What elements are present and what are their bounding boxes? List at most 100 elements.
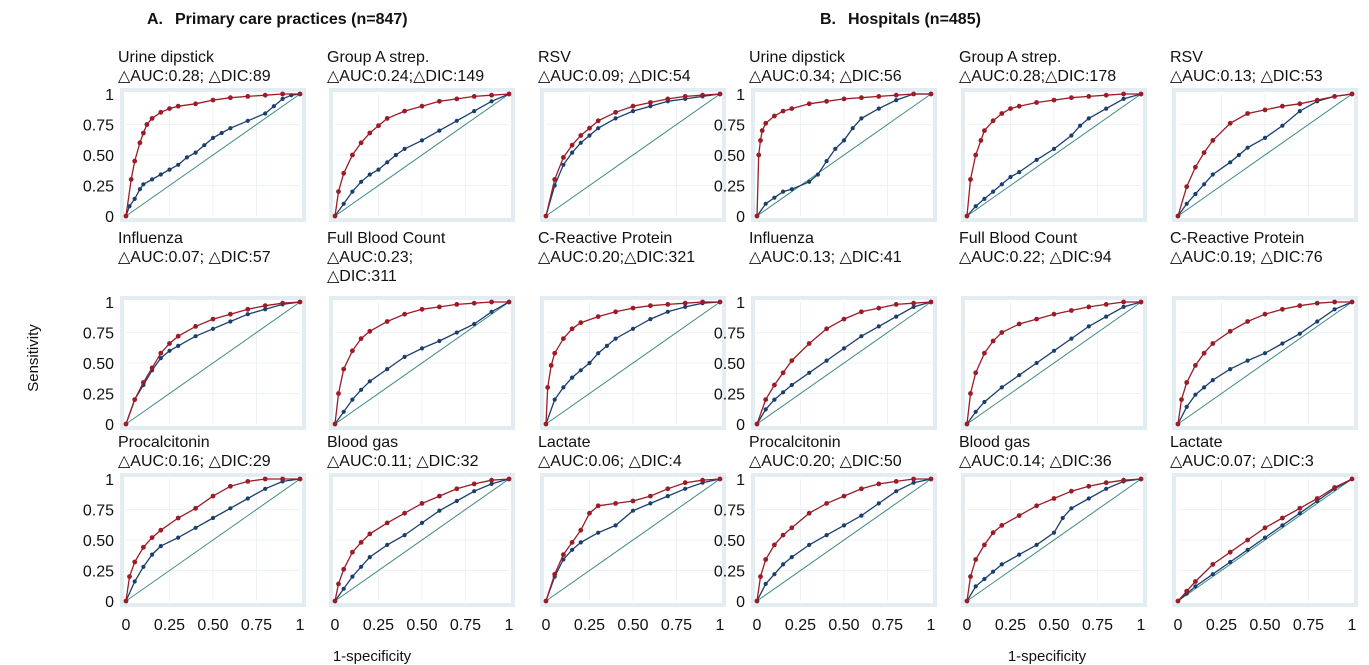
roc-point: [1121, 91, 1126, 97]
roc-point: [1086, 116, 1091, 121]
roc-point: [1201, 350, 1207, 356]
roc-point: [506, 299, 512, 305]
roc-point: [545, 385, 551, 390]
panel-title: Blood gas: [959, 434, 1030, 451]
roc-point: [648, 493, 653, 499]
roc-point: [780, 108, 786, 114]
panel-subtitle: △AUC:0.11; △DIC:32: [327, 453, 479, 470]
roc-point: [1034, 100, 1039, 105]
roc-point: [175, 515, 181, 521]
roc-point: [841, 493, 847, 499]
roc-point: [202, 143, 207, 148]
roc-point: [859, 95, 864, 101]
roc-point: [1051, 496, 1057, 501]
roc-point: [789, 358, 795, 363]
roc-point: [1179, 397, 1184, 402]
roc-point: [973, 409, 978, 414]
roc-point: [1227, 120, 1233, 126]
roc-point: [149, 365, 155, 371]
x-tick-label: 0.75: [661, 617, 692, 634]
roc-point: [471, 481, 477, 487]
roc-point: [359, 387, 364, 392]
panel-subtitle: △AUC:0.09; △DIC:54: [538, 68, 691, 85]
roc-point: [991, 569, 996, 574]
roc-point: [561, 162, 566, 167]
roc-point: [543, 213, 549, 219]
roc-point: [332, 213, 338, 219]
roc-point: [911, 300, 916, 306]
roc-point: [1103, 302, 1109, 307]
reference-diagonal: [756, 478, 932, 602]
reference-diagonal: [756, 93, 932, 217]
roc-point: [1016, 321, 1022, 327]
roc-point: [1280, 306, 1285, 312]
roc-point: [552, 177, 558, 182]
roc-point: [1245, 319, 1250, 324]
roc-point: [1210, 378, 1215, 383]
roc-point: [193, 324, 199, 329]
roc-point: [973, 370, 979, 376]
y-tick-label: 1: [736, 295, 745, 312]
section-b-title: Hospitals (n=485): [848, 11, 981, 28]
roc-point: [841, 96, 847, 102]
roc-point: [385, 367, 390, 372]
panel-title: Urine dipstick: [118, 49, 215, 66]
roc-point: [158, 350, 164, 356]
roc-point: [262, 303, 268, 309]
roc-point: [1034, 503, 1039, 509]
panel-subtitle: △AUC:0.07; △DIC:3: [1170, 453, 1314, 470]
roc-point: [754, 598, 760, 604]
y-tick-label: 0.75: [83, 118, 114, 135]
panel-title: RSV: [538, 49, 571, 66]
roc-point: [1297, 511, 1302, 516]
roc-point: [648, 303, 653, 309]
roc-point: [1104, 106, 1109, 111]
roc-point: [376, 167, 381, 172]
roc-point: [807, 179, 812, 184]
roc-point: [336, 189, 341, 195]
y-tick-label: 0.25: [714, 564, 745, 581]
roc-point: [489, 309, 494, 314]
roc-panel: Full Blood Count △AUC:0.23; △DIC:311: [327, 230, 515, 430]
roc-point: [578, 540, 583, 545]
x-tick-label: 1: [927, 617, 936, 634]
roc-curve: [334, 478, 510, 602]
y-tick-label: 0.25: [714, 179, 745, 196]
roc-point: [158, 172, 163, 177]
roc-point: [1086, 304, 1092, 310]
roc-point: [193, 101, 199, 107]
roc-point: [999, 330, 1005, 335]
roc-point: [772, 572, 777, 577]
roc-point: [552, 571, 558, 577]
x-tick-label: 0.50: [406, 617, 437, 634]
roc-point: [402, 533, 407, 538]
roc-curve: [545, 93, 721, 217]
roc-point: [763, 397, 769, 402]
roc-point: [894, 98, 899, 103]
roc-point: [561, 155, 566, 160]
roc-point: [280, 96, 285, 101]
roc-point: [648, 501, 653, 506]
x-tick-label: 0: [1174, 617, 1183, 634]
y-tick-label: 0.50: [714, 148, 745, 165]
roc-curve: [125, 478, 300, 602]
roc-point: [271, 104, 276, 109]
roc-point: [1262, 525, 1268, 531]
roc-point: [1315, 319, 1320, 324]
roc-point: [990, 338, 996, 344]
roc-point: [341, 201, 346, 206]
roc-point: [894, 489, 899, 494]
roc-point: [245, 94, 251, 99]
roc-point: [1034, 157, 1039, 162]
roc-point: [978, 138, 984, 143]
roc-point: [367, 130, 373, 136]
roc-point: [717, 91, 723, 97]
roc-point: [167, 106, 172, 111]
roc-point: [756, 152, 762, 158]
x-tick-label: 0.50: [197, 617, 228, 634]
roc-point: [228, 311, 233, 317]
roc-point: [141, 130, 146, 136]
roc-curve: [125, 301, 301, 425]
roc-point: [219, 130, 224, 136]
y-tick-label: 0.75: [714, 503, 745, 520]
